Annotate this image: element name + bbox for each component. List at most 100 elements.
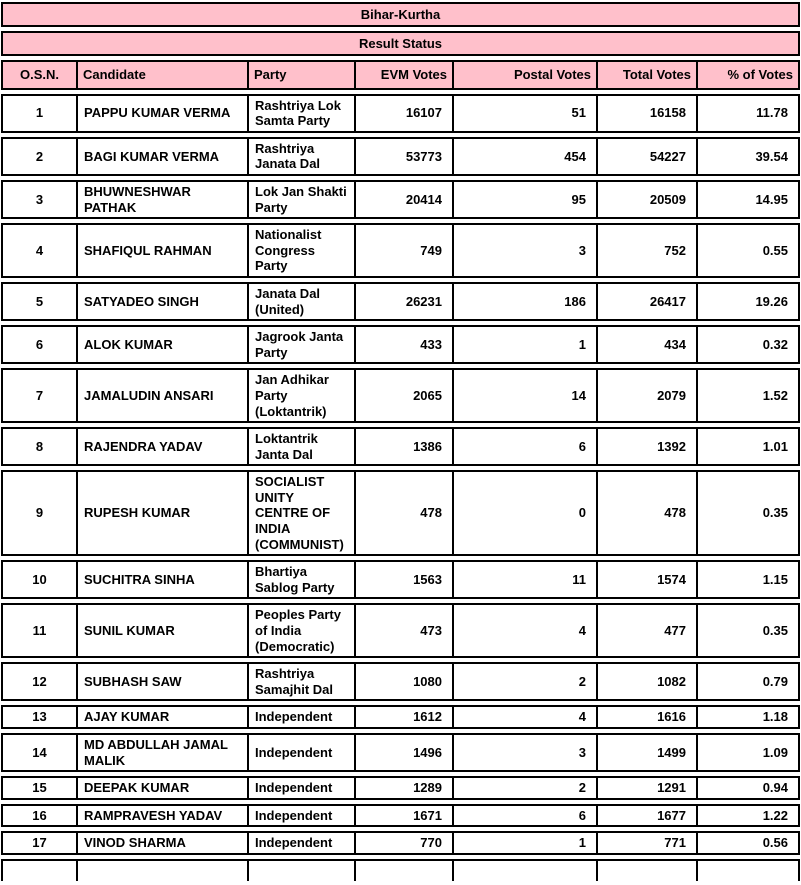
party-cell: Independent [249, 733, 356, 773]
evm-votes-cell: 1612 [356, 705, 454, 729]
postal-votes-cell: 6 [454, 427, 598, 467]
candidate-cell: RAMPRAVESH YADAV [78, 803, 249, 828]
col-header-total-votes: Total Votes [598, 60, 698, 90]
candidate-cell: BAGI KUMAR VERMA [78, 136, 249, 176]
total-votes-cell: 1291 [598, 776, 698, 800]
col-header-osn: O.S.N. [1, 60, 78, 90]
osn-cell: 5 [1, 281, 78, 322]
party-cell: Jan Adhikar Party (Loktantrik) [249, 368, 356, 424]
evm-votes-cell: 1671 [356, 803, 454, 828]
table-row: 6 ALOK KUMAR Jagrook Janta Party 433 1 4… [1, 325, 800, 365]
pct-votes-cell: 0.55 [698, 223, 800, 278]
osn-cell: 17 [1, 831, 78, 855]
party-cell: Loktantrik Janta Dal [249, 427, 356, 467]
evm-votes-cell: 1289 [356, 776, 454, 800]
total-votes-cell: 771 [598, 831, 698, 855]
evm-votes-cell: 478 [356, 470, 454, 557]
party-cell: Bhartiya Sablog Party [249, 560, 356, 600]
party-cell: Lok Jan Shakti Party [249, 179, 356, 220]
candidate-cell: ALOK KUMAR [78, 325, 249, 365]
total-votes-cell: 1616 [598, 705, 698, 729]
total-votes-cell: 2079 [598, 368, 698, 424]
party-cell: Jagrook Janta Party [249, 325, 356, 365]
candidate-cell: SUNIL KUMAR [78, 603, 249, 659]
evm-votes-cell: 1386 [356, 427, 454, 467]
postal-votes-cell: 95 [454, 179, 598, 220]
postal-votes-cell: 2 [454, 662, 598, 702]
col-header-candidate: Candidate [78, 60, 249, 90]
postal-votes-cell: 11 [454, 560, 598, 600]
osn-cell: 10 [1, 560, 78, 600]
total-votes-cell: 20509 [598, 179, 698, 220]
evm-votes-cell: 433 [356, 325, 454, 365]
osn-cell: 14 [1, 733, 78, 773]
col-header-pct-votes: % of Votes [698, 60, 800, 90]
evm-votes-cell: 26231 [356, 281, 454, 322]
table-row: 11 SUNIL KUMAR Peoples Party of India (D… [1, 603, 800, 659]
party-cell: Independent [249, 831, 356, 855]
party-cell: SOCIALIST UNITY CENTRE OF INDIA (COMMUNI… [249, 470, 356, 557]
total-votes-cell: 752 [598, 223, 698, 278]
osn-cell: 12 [1, 662, 78, 702]
total-votes-cell: 1574 [598, 560, 698, 600]
pct-votes-cell: 1.52 [698, 368, 800, 424]
total-votes-cell [598, 858, 698, 881]
table-row: 10 SUCHITRA SINHA Bhartiya Sablog Party … [1, 560, 800, 600]
table-row: 12 SUBHASH SAW Rashtriya Samajhit Dal 10… [1, 662, 800, 702]
table-row: 4 SHAFIQUL RAHMAN Nationalist Congress P… [1, 223, 800, 278]
evm-votes-cell: 1496 [356, 733, 454, 773]
evm-votes-cell: 2065 [356, 368, 454, 424]
candidate-cell: PAPPU KUMAR VERMA [78, 93, 249, 133]
osn-cell: 3 [1, 179, 78, 220]
candidate-cell: JAMALUDIN ANSARI [78, 368, 249, 424]
table-row: 1 PAPPU KUMAR VERMA Rashtriya Lok Samta … [1, 93, 800, 133]
total-votes-cell: 54227 [598, 136, 698, 176]
results-body: 1 PAPPU KUMAR VERMA Rashtriya Lok Samta … [1, 93, 800, 881]
total-votes-cell: 434 [598, 325, 698, 365]
party-cell: Nationalist Congress Party [249, 223, 356, 278]
pct-votes-cell: 1.18 [698, 705, 800, 729]
table-header: O.S.N. Candidate Party EVM Votes Postal … [1, 60, 800, 90]
candidate-cell: SHAFIQUL RAHMAN [78, 223, 249, 278]
postal-votes-cell: 1 [454, 325, 598, 365]
pct-votes-cell [698, 858, 800, 881]
postal-votes-cell [454, 858, 598, 881]
header-row: O.S.N. Candidate Party EVM Votes Postal … [1, 60, 800, 90]
candidate-cell: AJAY KUMAR [78, 705, 249, 729]
candidate-cell: BHUWNESHWAR PATHAK [78, 179, 249, 220]
pct-votes-cell: 1.01 [698, 427, 800, 467]
pct-votes-cell: 0.32 [698, 325, 800, 365]
result-status-heading: Result Status [1, 31, 800, 56]
evm-votes-cell: 770 [356, 831, 454, 855]
total-votes-cell: 1082 [598, 662, 698, 702]
table-row-partial [1, 858, 800, 881]
table-row: 17 VINOD SHARMA Independent 770 1 771 0.… [1, 831, 800, 855]
party-cell: Rashtriya Lok Samta Party [249, 93, 356, 133]
pct-votes-cell: 19.26 [698, 281, 800, 322]
pct-votes-cell: 1.15 [698, 560, 800, 600]
total-votes-cell: 477 [598, 603, 698, 659]
osn-cell: 9 [1, 470, 78, 557]
pct-votes-cell: 1.22 [698, 803, 800, 828]
table-row: 5 SATYADEO SINGH Janata Dal (United) 262… [1, 281, 800, 322]
evm-votes-cell [356, 858, 454, 881]
table-row: 3 BHUWNESHWAR PATHAK Lok Jan Shakti Part… [1, 179, 800, 220]
pct-votes-cell: 1.09 [698, 733, 800, 773]
postal-votes-cell: 186 [454, 281, 598, 322]
table-row: 7 JAMALUDIN ANSARI Jan Adhikar Party (Lo… [1, 368, 800, 424]
osn-cell: 1 [1, 93, 78, 133]
candidate-cell: SATYADEO SINGH [78, 281, 249, 322]
osn-cell [1, 858, 78, 881]
evm-votes-cell: 473 [356, 603, 454, 659]
pct-votes-cell: 39.54 [698, 136, 800, 176]
table-row: 16 RAMPRAVESH YADAV Independent 1671 6 1… [1, 803, 800, 828]
party-cell: Rashtriya Janata Dal [249, 136, 356, 176]
table-row: 2 BAGI KUMAR VERMA Rashtriya Janata Dal … [1, 136, 800, 176]
postal-votes-cell: 6 [454, 803, 598, 828]
postal-votes-cell: 3 [454, 223, 598, 278]
party-cell: Independent [249, 705, 356, 729]
table-row: 8 RAJENDRA YADAV Loktantrik Janta Dal 13… [1, 427, 800, 467]
osn-cell: 4 [1, 223, 78, 278]
total-votes-cell: 478 [598, 470, 698, 557]
osn-cell: 7 [1, 368, 78, 424]
